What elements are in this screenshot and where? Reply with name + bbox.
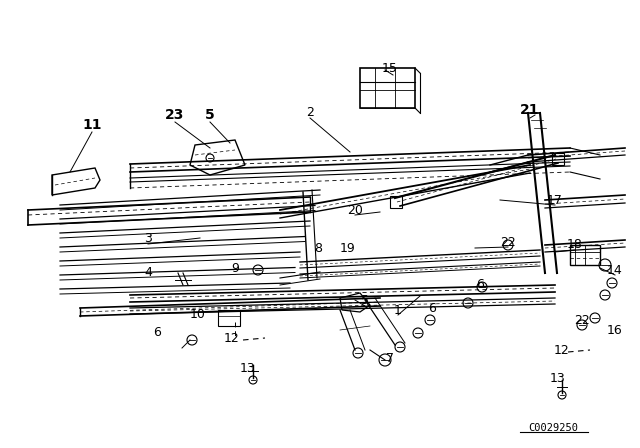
Text: 4: 4 (144, 266, 152, 279)
Text: 23: 23 (165, 108, 185, 122)
Text: 14: 14 (607, 263, 623, 276)
Text: 12: 12 (224, 332, 240, 345)
Text: 17: 17 (547, 194, 563, 207)
Text: 9: 9 (231, 262, 239, 275)
Text: 12: 12 (554, 344, 570, 357)
Bar (570, 245, 600, 265)
Bar (390, 196, 402, 208)
Text: 6: 6 (153, 326, 161, 339)
Bar (218, 310, 240, 326)
Bar (552, 153, 564, 165)
Text: 13: 13 (240, 362, 256, 375)
Text: 3: 3 (144, 232, 152, 245)
Text: 18: 18 (567, 238, 583, 251)
Text: 10: 10 (190, 309, 206, 322)
Text: 21: 21 (520, 103, 540, 117)
Text: 16: 16 (607, 323, 623, 336)
Text: 22: 22 (574, 314, 590, 327)
Text: 11: 11 (83, 118, 102, 132)
Text: 2: 2 (306, 105, 314, 119)
Text: 1: 1 (394, 303, 402, 316)
Text: 13: 13 (550, 371, 566, 384)
Text: 5: 5 (361, 293, 369, 306)
Text: 7: 7 (386, 352, 394, 365)
Text: 22: 22 (500, 236, 516, 249)
Text: 8: 8 (314, 241, 322, 254)
Bar (360, 68, 415, 108)
Text: 5: 5 (205, 108, 215, 122)
Text: 6: 6 (428, 302, 436, 314)
Text: 19: 19 (340, 241, 356, 254)
Text: 15: 15 (382, 61, 398, 74)
Text: C0029250: C0029250 (528, 423, 578, 433)
Text: 20: 20 (347, 203, 363, 216)
Text: 6: 6 (476, 279, 484, 292)
